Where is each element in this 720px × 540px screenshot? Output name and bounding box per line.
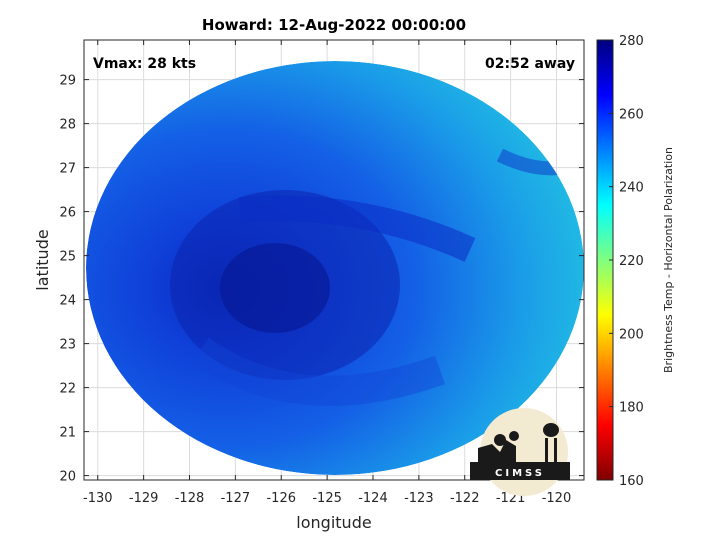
colorbar-label: Brightness Temp - Horizontal Polarizatio…: [662, 147, 675, 373]
x-tick-label: -126: [266, 491, 296, 506]
colorbar-tick-label: 220: [619, 254, 644, 269]
x-tick-label: -123: [404, 491, 434, 506]
logo-building-icon: [478, 440, 516, 462]
colorbar-tick-label: 240: [619, 181, 644, 196]
x-tick-label: -128: [175, 491, 205, 506]
y-tick-label: 23: [59, 338, 76, 353]
y-axis-ticks: 20 21 22 23 24 25 26 27 28 29: [59, 74, 584, 485]
time-away-label: 02:52 away: [485, 56, 575, 72]
logo-dish-icon: [494, 434, 506, 446]
y-tick-label: 27: [59, 162, 76, 177]
colorbar-tick-label: 260: [619, 107, 644, 122]
y-axis-label: latitude: [33, 229, 52, 290]
x-axis-ticks: -130 -129 -128 -127 -126 -125 -124 -123 -122 -121…: [83, 40, 571, 506]
y-tick-label: 26: [59, 206, 76, 221]
x-tick-label: -130: [83, 491, 113, 506]
y-tick-label: 24: [59, 294, 76, 309]
y-tick-label: 21: [59, 426, 76, 441]
logo-tower-leg: [554, 438, 557, 462]
x-tick-label: -125: [312, 491, 342, 506]
y-tick-label: 28: [59, 118, 76, 133]
logo-tower-leg: [545, 438, 548, 462]
colorbar-ticks: 160 180 200 220 240 260 280: [609, 34, 644, 489]
vmax-label: Vmax: 28 kts: [93, 56, 196, 72]
x-tick-label: -127: [221, 491, 251, 506]
x-tick-label: -129: [129, 491, 159, 506]
colorbar-tick-label: 280: [619, 34, 644, 49]
storm-core: [220, 243, 330, 333]
plot-border: [83, 39, 585, 481]
x-tick-label: -120: [542, 491, 572, 506]
y-tick-label: 29: [59, 74, 76, 89]
colorbar-tick-label: 200: [619, 327, 644, 342]
cimss-logo: CIMSS: [470, 408, 570, 496]
swath-group: [86, 61, 584, 475]
logo-banner: [470, 462, 570, 480]
x-tick-label: -124: [358, 491, 388, 506]
y-tick-label: 22: [59, 382, 76, 397]
colorbar-tick-label: 160: [619, 474, 644, 489]
spiral-band-south: [191, 337, 446, 406]
logo-dish-icon-small: [509, 431, 519, 441]
logo-text: CIMSS: [495, 468, 545, 479]
x-axis-label: longitude: [296, 513, 371, 532]
y-tick-label: 20: [59, 470, 76, 485]
y-tick-label: 25: [59, 250, 76, 265]
spiral-band-north: [238, 195, 476, 262]
chart-title: Howard: 12-Aug-2022 00:00:00: [202, 16, 466, 34]
colorbar-tick-label: 180: [619, 401, 644, 416]
x-tick-label: -122: [450, 491, 480, 506]
logo-water-tower-icon: [543, 423, 559, 437]
